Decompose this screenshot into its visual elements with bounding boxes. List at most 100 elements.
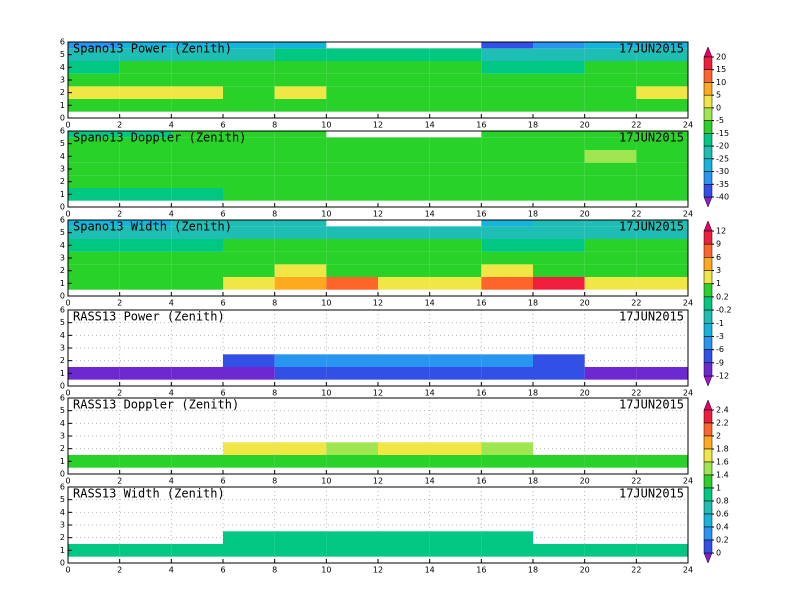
heatmap-cell — [274, 220, 327, 227]
colorbar-segment — [703, 422, 713, 437]
x-tick-label: 0 — [65, 121, 70, 130]
y-tick-label: 0 — [60, 382, 65, 391]
colorbar-segment — [703, 435, 713, 450]
heatmap-cell — [223, 455, 275, 468]
x-tick-label: 6 — [220, 566, 225, 575]
heatmap-cell — [533, 251, 585, 265]
heatmap-cell — [223, 175, 275, 188]
heatmap-cell — [274, 175, 327, 188]
heatmap-cell — [429, 455, 482, 468]
heatmap-cell — [481, 137, 533, 150]
x-tick-label: 2 — [117, 210, 122, 219]
heatmap-cell — [378, 150, 430, 163]
heatmap-cell — [68, 175, 120, 188]
y-tick-label: 2 — [60, 266, 65, 275]
colorbar-segment — [703, 323, 713, 337]
x-tick-label: 20 — [580, 121, 590, 130]
heatmap-cell — [326, 226, 378, 239]
colorbar-segment — [703, 230, 713, 245]
heatmap-cell — [326, 442, 378, 455]
x-tick-label: 10 — [321, 210, 331, 219]
heatmap-cell — [378, 48, 430, 61]
y-tick-label: 6 — [60, 216, 65, 225]
x-tick-label: 18 — [528, 389, 538, 398]
x-tick-label: 24 — [683, 299, 693, 308]
x-tick-label: 0 — [65, 210, 70, 219]
heatmap-cell — [223, 442, 275, 455]
heatmap-cell — [429, 162, 482, 176]
heatmap-cell — [274, 442, 327, 455]
x-tick-label: 16 — [476, 389, 486, 398]
x-tick-label: 0 — [65, 477, 70, 486]
x-tick-label: 12 — [373, 477, 383, 486]
heatmap-cell — [378, 226, 430, 239]
heatmap-cell — [636, 544, 688, 557]
colorbar-label: 20 — [716, 53, 726, 62]
y-tick-label: 0 — [60, 292, 65, 301]
colorbar-label: -25 — [716, 154, 729, 163]
heatmap-cell — [223, 239, 275, 252]
heatmap-cell — [274, 61, 327, 74]
heatmap-cell — [636, 277, 688, 290]
heatmap-cell — [378, 239, 430, 252]
heatmap-cell — [119, 150, 172, 163]
heatmap-cell — [481, 188, 533, 201]
x-tick-label: 2 — [117, 389, 122, 398]
heatmap-cell — [326, 264, 378, 277]
heatmap-cell — [429, 86, 482, 99]
heatmap-cell — [429, 175, 482, 188]
x-tick-label: 24 — [683, 210, 693, 219]
heatmap-cell — [636, 226, 688, 239]
x-tick-label: 2 — [117, 121, 122, 130]
heatmap-cell — [223, 544, 275, 557]
heatmap-cell — [326, 544, 378, 557]
heatmap-cell — [223, 42, 275, 49]
heatmap-cell — [481, 354, 533, 367]
x-tick-label: 22 — [631, 299, 641, 308]
colorbar-label: -30 — [716, 167, 729, 176]
y-tick-label: 6 — [60, 127, 65, 136]
heatmap-cell — [429, 251, 482, 265]
x-tick-label: 10 — [321, 299, 331, 308]
colorbar-segment — [703, 539, 713, 554]
x-tick-label: 12 — [373, 210, 383, 219]
heatmap-cell — [326, 239, 378, 252]
heatmap-cell — [274, 73, 327, 87]
heatmap-cell — [378, 367, 430, 380]
colorbar-label: -1 — [716, 319, 724, 328]
x-tick-label: 4 — [169, 299, 174, 308]
y-tick-label: 5 — [60, 495, 65, 504]
x-tick-label: 12 — [373, 389, 383, 398]
heatmap-cell — [68, 277, 120, 290]
heatmap-cell — [378, 455, 430, 468]
y-tick-label: 3 — [60, 165, 65, 174]
x-tick-label: 4 — [169, 121, 174, 130]
x-tick-label: 22 — [631, 389, 641, 398]
panel-date: 17JUN2015 — [619, 310, 684, 324]
heatmap-cell — [533, 150, 585, 163]
x-tick-label: 22 — [631, 210, 641, 219]
heatmap-cell — [378, 354, 430, 367]
panel-date: 17JUN2015 — [619, 398, 684, 412]
x-tick-label: 12 — [373, 566, 383, 575]
heatmap-cell — [481, 42, 533, 49]
heatmap-cell — [584, 99, 637, 112]
heatmap-cell — [68, 264, 120, 277]
colorbar-label: 2 — [716, 432, 721, 441]
colorbar-segment — [703, 513, 713, 528]
heatmap-cell — [223, 86, 275, 99]
heatmap-cell — [68, 226, 120, 239]
heatmap-cell — [584, 137, 637, 150]
heatmap-cell — [326, 354, 378, 367]
heatmap-cell — [119, 175, 172, 188]
y-tick-label: 4 — [60, 508, 65, 517]
colorbar-arrow — [703, 552, 713, 564]
x-tick-label: 10 — [321, 121, 331, 130]
heatmap-cell — [223, 531, 275, 544]
heatmap-cell — [68, 99, 120, 112]
heatmap-cell — [378, 99, 430, 112]
y-tick-label: 0 — [60, 559, 65, 568]
x-tick-label: 22 — [631, 566, 641, 575]
y-tick-label: 2 — [60, 88, 65, 97]
heatmap-cell — [429, 188, 482, 201]
